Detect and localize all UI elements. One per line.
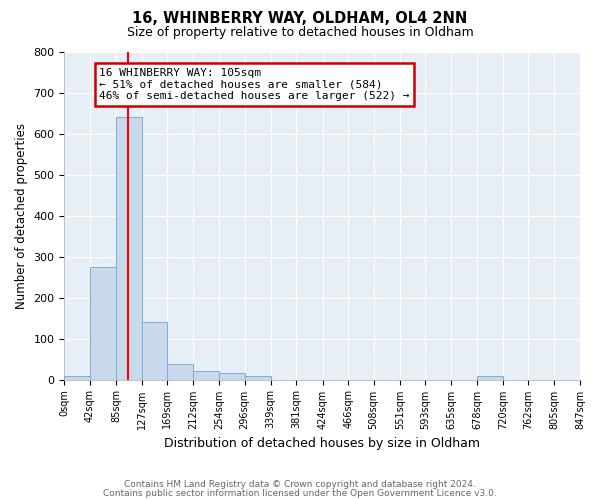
Bar bbox=[64, 376, 90, 380]
X-axis label: Distribution of detached houses by size in Oldham: Distribution of detached houses by size … bbox=[164, 437, 480, 450]
Text: 16 WHINBERRY WAY: 105sqm
← 51% of detached houses are smaller (584)
46% of semi-: 16 WHINBERRY WAY: 105sqm ← 51% of detach… bbox=[99, 68, 410, 101]
Text: Contains public sector information licensed under the Open Government Licence v3: Contains public sector information licen… bbox=[103, 488, 497, 498]
Bar bbox=[245, 376, 271, 380]
Bar bbox=[116, 117, 142, 380]
Bar bbox=[142, 322, 167, 380]
Y-axis label: Number of detached properties: Number of detached properties bbox=[15, 122, 28, 308]
Text: Size of property relative to detached houses in Oldham: Size of property relative to detached ho… bbox=[127, 26, 473, 39]
Bar bbox=[477, 376, 503, 380]
Text: Contains HM Land Registry data © Crown copyright and database right 2024.: Contains HM Land Registry data © Crown c… bbox=[124, 480, 476, 489]
Bar bbox=[219, 374, 245, 380]
Bar bbox=[193, 372, 219, 380]
Text: 16, WHINBERRY WAY, OLDHAM, OL4 2NN: 16, WHINBERRY WAY, OLDHAM, OL4 2NN bbox=[133, 11, 467, 26]
Bar bbox=[167, 364, 193, 380]
Bar bbox=[90, 267, 116, 380]
